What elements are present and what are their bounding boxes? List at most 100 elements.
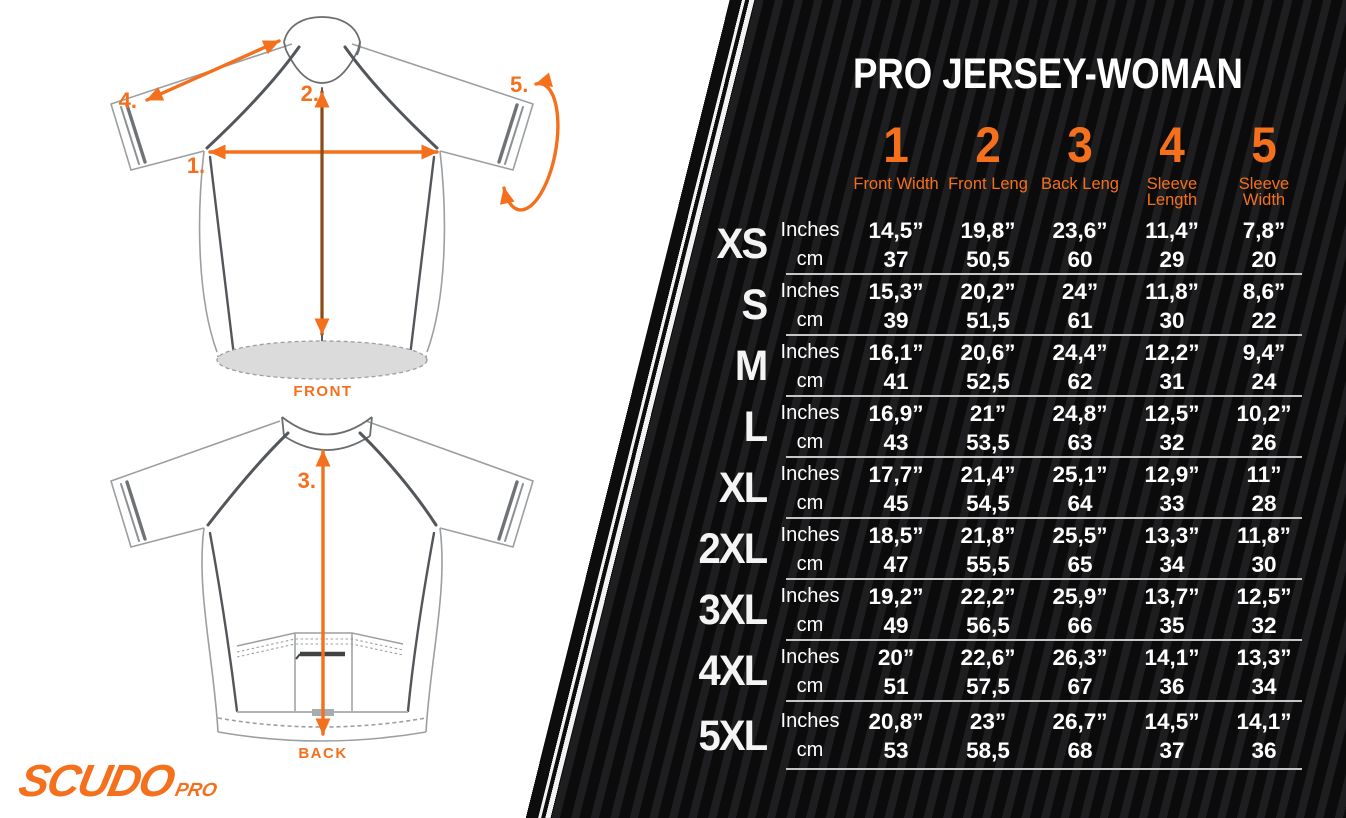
cm-value: 43 — [883, 429, 909, 455]
value-cell: 7,8” 20 — [1218, 214, 1310, 275]
back-side-seam-right — [406, 531, 436, 713]
cm-value: 20 — [1251, 246, 1277, 272]
value-cell: 20,2” 51,5 — [942, 275, 1034, 336]
brand-logo-name: SCUDO — [14, 755, 178, 806]
back-left-sleeve — [110, 420, 281, 548]
value-cell: 15,3” 39 — [850, 275, 942, 336]
chart-title: PRO JERSEY-WOMAN — [853, 50, 1243, 98]
table-row: 3XL Inches cm 19,2” 49 22,2” 56,5 25,9” 66 13,7” 3… — [690, 580, 1310, 641]
back-view-label: BACK — [298, 745, 347, 762]
table-row: XS Inches cm 14,5” 37 19,8” 50,5 23,6” 60 11,4” 29… — [690, 214, 1310, 275]
cm-value: 52,5 — [966, 368, 1010, 394]
column-number: 4 — [1159, 117, 1185, 173]
column-number: 1 — [883, 117, 909, 173]
unit-cell: Inches cm — [770, 580, 850, 641]
arrow-sleeve-length — [145, 39, 281, 102]
cm-value: 30 — [1251, 551, 1277, 577]
inches-value: 12,2” — [1144, 339, 1200, 365]
size-label: 2XL — [698, 525, 769, 573]
back-side-seam-left — [208, 531, 239, 713]
unit-cm-label: cm — [796, 552, 824, 575]
inches-value: 11,8” — [1145, 278, 1199, 304]
value-cell: 10,2” 26 — [1218, 397, 1310, 458]
inches-value: 20” — [877, 644, 915, 670]
unit-cm-label: cm — [796, 308, 824, 331]
inches-value: 24,8” — [1052, 400, 1108, 426]
cm-value: 62 — [1067, 368, 1093, 394]
measure-column-header: 4 Sleeve Length — [1126, 120, 1218, 208]
column-number: 3 — [1067, 117, 1093, 173]
cm-value: 39 — [883, 307, 909, 333]
value-cell: 17,7” 45 — [850, 458, 942, 519]
marker-label-5: 5. — [510, 72, 528, 97]
back-right-sleeve — [365, 420, 534, 548]
unit-cm-label: cm — [796, 369, 824, 392]
cm-value: 47 — [883, 551, 909, 577]
table-row: M Inches cm 16,1” 41 20,6” 52,5 24,4” 62 12,2” 31 9… — [690, 336, 1310, 397]
table-row: XL Inches cm 17,7” 45 21,4” 54,5 25,1” 64 12,9” 33… — [690, 458, 1310, 519]
inches-value: 13,3” — [1236, 644, 1292, 670]
cm-value: 37 — [1159, 738, 1185, 763]
cm-value: 57,5 — [966, 673, 1010, 699]
cm-value: 65 — [1067, 551, 1093, 577]
unit-cell: Inches cm — [770, 214, 850, 275]
column-number: 5 — [1251, 117, 1277, 173]
inches-value: 22,2” — [960, 583, 1016, 609]
size-label: XL — [718, 464, 768, 512]
inches-value: 20,6” — [960, 339, 1016, 365]
value-cell: 24,4” 62 — [1034, 336, 1126, 397]
cm-value: 66 — [1067, 612, 1093, 638]
inches-value: 25,1” — [1052, 461, 1108, 487]
cm-value: 32 — [1159, 429, 1185, 455]
size-label: L — [743, 403, 768, 451]
column-number: 2 — [975, 117, 1001, 173]
unit-inches-label: Inches — [780, 279, 840, 302]
value-cell: 11,8” 30 — [1218, 519, 1310, 580]
cm-value: 60 — [1067, 246, 1093, 272]
front-raglan-seam-right — [343, 45, 439, 150]
cm-value: 30 — [1159, 307, 1185, 333]
column-label: Sleeve Width — [1238, 175, 1290, 209]
unit-cm-label: cm — [796, 247, 824, 270]
column-label: Back Leng — [1041, 175, 1119, 193]
size-label: M — [734, 342, 768, 390]
brand-logo-suffix: PRO — [173, 780, 219, 801]
inches-value: 15,3” — [868, 278, 924, 304]
value-cell: 13,3” 34 — [1218, 641, 1310, 702]
value-cell: 11,4” 29 — [1126, 214, 1218, 275]
front-view-label: FRONT — [293, 383, 352, 400]
unit-inches-label: Inches — [780, 462, 840, 485]
measure-column-header: 5 Sleeve Width — [1218, 120, 1310, 208]
inches-value: 7,8” — [1242, 217, 1286, 243]
inches-value: 12,9” — [1144, 461, 1200, 487]
cm-value: 29 — [1159, 246, 1185, 272]
inches-value: 14,5” — [1144, 709, 1200, 734]
unit-cell: Inches cm — [770, 519, 850, 580]
front-collar — [283, 16, 361, 84]
front-raglan-seam-left — [205, 45, 301, 150]
value-cell: 12,5” 32 — [1126, 397, 1218, 458]
unit-cell: Inches cm — [770, 641, 850, 702]
size-label: 5XL — [698, 711, 769, 760]
inches-value: 25,5” — [1052, 522, 1108, 548]
cm-value: 53,5 — [966, 429, 1010, 455]
inches-value: 21,8” — [960, 522, 1016, 548]
value-cell: 12,2” 31 — [1126, 336, 1218, 397]
unit-cm-label: cm — [796, 674, 824, 697]
value-cell: 11” 28 — [1218, 458, 1310, 519]
inches-value: 23” — [969, 709, 1007, 734]
inches-value: 13,3” — [1144, 522, 1200, 548]
front-side-seam-left — [208, 155, 236, 358]
column-label: Sleeve Length — [1146, 175, 1198, 209]
unit-inches-label: Inches — [780, 584, 840, 607]
inches-value: 26,7” — [1052, 709, 1108, 734]
marker-label-4: 4. — [119, 88, 137, 113]
inches-value: 22,6” — [960, 644, 1016, 670]
cm-value: 35 — [1159, 612, 1185, 638]
unit-cm-label: cm — [796, 739, 824, 761]
unit-cm-label: cm — [796, 491, 824, 514]
value-cell: 23,6” 60 — [1034, 214, 1126, 275]
size-label: XS — [716, 220, 768, 268]
cm-value: 22 — [1251, 307, 1277, 333]
cm-value: 51,5 — [966, 307, 1010, 333]
